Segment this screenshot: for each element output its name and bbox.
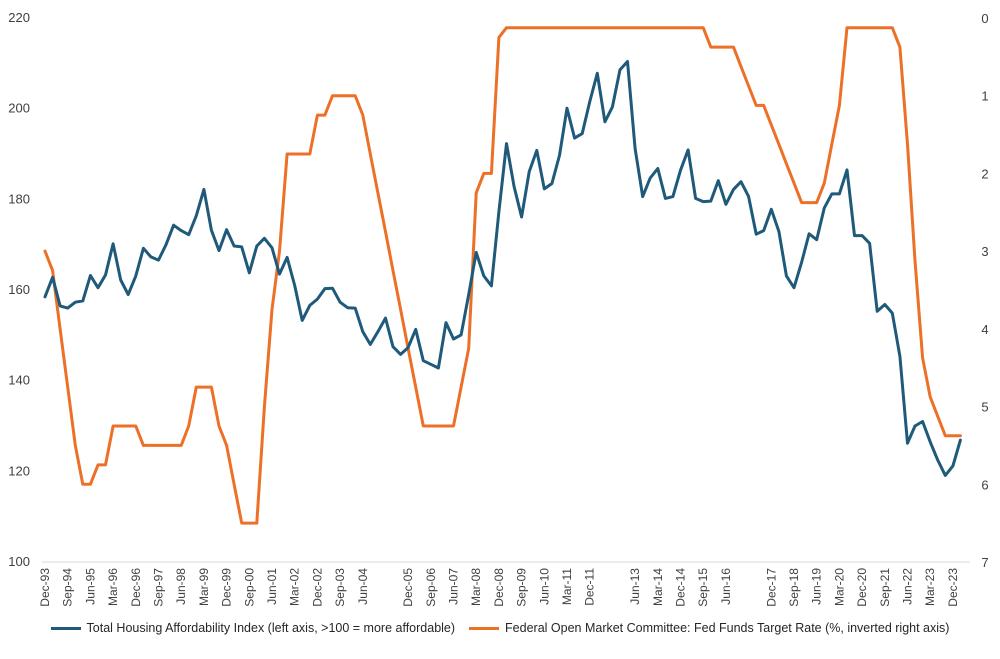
right-axis-tick-label: 3 <box>981 244 988 259</box>
x-axis-tick-label: Sep-94 <box>61 568 75 607</box>
x-axis-tick-label: Sep-09 <box>515 568 529 607</box>
left-axis-tick-label: 200 <box>8 101 30 116</box>
fed-funds-rate-line <box>43 26 962 525</box>
x-axis-tick-label: Dec-23 <box>946 568 960 607</box>
x-axis-tick-label: Dec-96 <box>129 568 143 607</box>
x-axis-tick-label: Jun-01 <box>265 568 279 605</box>
x-axis-tick-label: Jun-19 <box>810 568 824 605</box>
left-axis-tick-label: 180 <box>8 191 30 206</box>
x-axis-tick-label: Mar-23 <box>923 568 937 606</box>
x-axis-tick-label: Mar-11 <box>560 568 574 605</box>
x-axis-tick-label: Mar-99 <box>197 568 211 606</box>
right-axis-tick-label: 5 <box>981 400 988 415</box>
x-axis-tick-label: Dec-05 <box>401 568 415 607</box>
x-axis-tick-label: Sep-03 <box>333 568 347 607</box>
right-axis-tick-label: 6 <box>981 477 988 492</box>
x-axis-tick-label: Sep-18 <box>787 568 801 607</box>
right-axis-tick-label: 0 <box>981 11 988 26</box>
x-axis-tick-label: Mar-08 <box>469 568 483 606</box>
left-axis-tick-label: 160 <box>8 282 30 297</box>
right-axis-tick-labels: 0 1 2 3 4 5 6 7 <box>981 11 988 570</box>
housing-affordability-line <box>43 60 962 477</box>
x-axis-tick-label: Dec-93 <box>38 568 52 607</box>
x-axis-tick-label: Dec-17 <box>764 568 778 607</box>
right-axis-tick-label: 2 <box>981 166 988 181</box>
right-axis-tick-label: 7 <box>981 555 988 570</box>
x-axis-tick-label: Jun-07 <box>447 568 461 605</box>
x-axis-tick-label: Jun-16 <box>719 568 733 605</box>
x-axis-tick-label: Dec-14 <box>674 568 688 607</box>
x-axis-tick-label: Jun-98 <box>174 568 188 605</box>
x-axis-tick-label: Dec-11 <box>583 568 597 606</box>
x-axis-tick-label: Mar-02 <box>288 568 302 606</box>
x-axis-tick-label: Mar-20 <box>832 568 846 606</box>
x-axis-tick-label: Jun-13 <box>628 568 642 605</box>
x-axis-tick-label: Jun-22 <box>900 568 914 605</box>
legend: Total Housing Affordability Index (left … <box>0 621 1000 635</box>
right-axis-tick-label: 1 <box>981 89 988 104</box>
x-axis-tick-label: Sep-06 <box>424 568 438 607</box>
legend-item-housing-affordability: Total Housing Affordability Index (left … <box>50 621 456 635</box>
legend-swatch-fed-funds-rate <box>469 626 500 630</box>
x-axis-tick-label: Dec-02 <box>310 568 324 607</box>
legend-item-fed-funds-rate: Federal Open Market Committee: Fed Funds… <box>469 621 949 635</box>
left-axis-tick-label: 140 <box>8 373 30 388</box>
x-axis-tick-label: Dec-08 <box>492 568 506 607</box>
left-axis-tick-label: 120 <box>8 463 30 478</box>
right-axis-tick-label: 4 <box>981 322 988 337</box>
legend-label-housing-affordability: Total Housing Affordability Index (left … <box>86 621 456 635</box>
x-axis-tick-label: Jun-95 <box>83 568 97 605</box>
x-axis-tick-label: Dec-99 <box>220 568 234 607</box>
x-axis-tick-label: Sep-97 <box>151 568 165 607</box>
x-axis-tick-labels: Dec-93 Sep-94 Jun-95 Mar-96 Dec-96 Sep-97 Jun-… <box>38 568 960 607</box>
x-axis-tick-label: Mar-96 <box>106 568 120 606</box>
x-axis-tick-label: Sep-00 <box>242 568 256 607</box>
x-axis-tick-label: Sep-21 <box>878 568 892 607</box>
left-axis-tick-label: 100 <box>8 554 30 569</box>
x-axis-tick-label: Jun-10 <box>537 568 551 605</box>
left-axis-tick-label: 220 <box>8 10 30 25</box>
x-axis-tick-label: Mar-14 <box>651 568 665 606</box>
x-axis-tick-label: Sep-15 <box>696 568 710 607</box>
legend-swatch-housing-affordability <box>50 626 81 630</box>
legend-label-fed-funds-rate: Federal Open Market Committee: Fed Funds… <box>505 621 950 635</box>
left-axis-tick-labels: 100 120 140 160 180 200 220 <box>8 10 30 569</box>
x-axis-tick-label: Jun-04 <box>356 568 370 605</box>
x-axis-tick-label: Dec-20 <box>855 568 869 607</box>
